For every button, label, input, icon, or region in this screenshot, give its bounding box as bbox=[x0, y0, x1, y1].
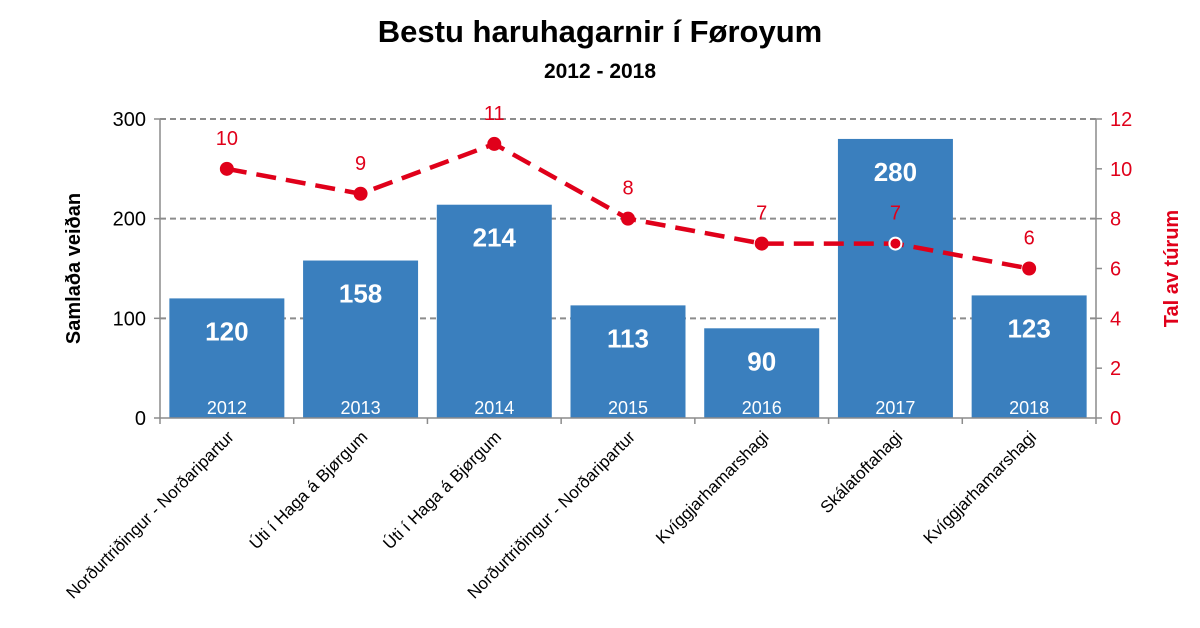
x-category-label: Kvíggjarhamarshagi bbox=[652, 427, 772, 547]
y-axis-title-left: Samlaða veiðan bbox=[63, 193, 85, 344]
bar-value-label: 120 bbox=[205, 316, 248, 346]
x-category-label: Norðurtriðingur - Norðaripartur bbox=[63, 427, 238, 602]
trips-value-label: 7 bbox=[756, 203, 767, 225]
bar bbox=[837, 138, 953, 418]
x-category-label: Skálatoftahagi bbox=[817, 427, 907, 517]
y-tick-label-right: 2 bbox=[1110, 358, 1121, 380]
y-tick-label-right: 6 bbox=[1110, 259, 1121, 281]
bar-year-label: 2014 bbox=[474, 398, 514, 418]
trips-value-label: 11 bbox=[484, 103, 505, 125]
y-tick-label-left: 300 bbox=[113, 109, 146, 131]
bar bbox=[169, 298, 285, 418]
bar bbox=[303, 260, 419, 418]
bar-year-label: 2012 bbox=[207, 398, 247, 418]
trips-point bbox=[219, 161, 234, 176]
trips-point bbox=[487, 136, 502, 151]
trips-point bbox=[754, 236, 769, 251]
trips-value-label: 10 bbox=[216, 128, 238, 150]
bar-value-label: 214 bbox=[473, 223, 517, 253]
bar bbox=[971, 295, 1087, 418]
trips-point bbox=[1022, 261, 1037, 276]
trips-value-label: 8 bbox=[622, 178, 633, 200]
bar-year-label: 2015 bbox=[608, 398, 648, 418]
y-tick-label-right: 0 bbox=[1110, 408, 1121, 430]
bar-value-label: 280 bbox=[874, 157, 917, 187]
x-category-label: Úti í Haga á Bjørgum bbox=[246, 427, 372, 553]
y-tick-label-right: 4 bbox=[1110, 308, 1121, 330]
y-tick-label-left: 100 bbox=[113, 308, 146, 330]
bar-year-label: 2018 bbox=[1009, 398, 1049, 418]
y-tick-label-right: 12 bbox=[1110, 109, 1132, 131]
trips-point bbox=[888, 236, 903, 251]
bar bbox=[570, 305, 686, 418]
x-category-label: Úti í Haga á Bjørgum bbox=[379, 427, 505, 553]
chart-title: Bestu haruhagarnir í Føroyum bbox=[377, 14, 823, 49]
trips-value-label: 6 bbox=[1024, 228, 1035, 250]
bar-year-label: 2013 bbox=[341, 398, 381, 418]
trips-point bbox=[621, 211, 635, 226]
y-tick-label-left: 0 bbox=[135, 408, 146, 430]
bar bbox=[704, 328, 820, 418]
bar-year-label: 2017 bbox=[875, 398, 915, 418]
y-tick-label-left: 200 bbox=[113, 209, 146, 231]
bar-year-label: 2016 bbox=[742, 398, 782, 418]
bar-value-label: 113 bbox=[607, 323, 649, 353]
bar-value-label: 90 bbox=[747, 346, 776, 376]
trips-value-label: 9 bbox=[355, 153, 366, 175]
bar-value-label: 158 bbox=[339, 279, 382, 309]
x-category-label: Kvíggjarhamarshagi bbox=[920, 427, 1040, 547]
trips-value-label: 7 bbox=[890, 203, 901, 225]
y-axis-title-right: Tal av túrum bbox=[1161, 210, 1183, 327]
bar bbox=[436, 204, 552, 418]
bar-value-label: 123 bbox=[1007, 313, 1050, 343]
trips-point bbox=[353, 186, 368, 201]
y-tick-label-right: 10 bbox=[1110, 159, 1132, 181]
chart-subtitle: 2012 - 2018 bbox=[543, 60, 657, 83]
y-tick-label-right: 8 bbox=[1110, 209, 1121, 231]
